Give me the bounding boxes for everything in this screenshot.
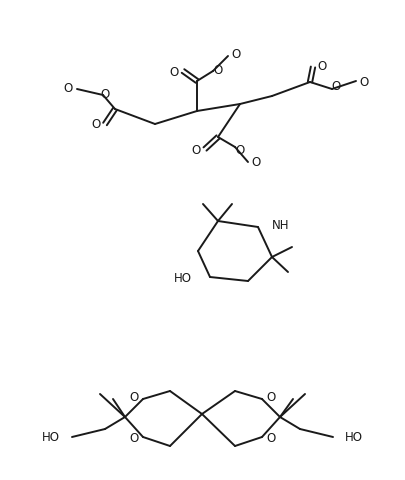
- Text: HO: HO: [174, 271, 192, 284]
- Text: O: O: [192, 143, 200, 156]
- Text: O: O: [252, 155, 261, 168]
- Text: HO: HO: [345, 431, 363, 444]
- Text: O: O: [266, 391, 276, 404]
- Text: O: O: [318, 60, 326, 72]
- Text: O: O: [331, 80, 341, 93]
- Text: O: O: [266, 432, 276, 444]
- Text: O: O: [63, 83, 72, 96]
- Text: O: O: [231, 48, 241, 61]
- Text: O: O: [92, 118, 100, 131]
- Text: O: O: [129, 391, 139, 404]
- Text: O: O: [169, 65, 179, 78]
- Text: NH: NH: [272, 219, 290, 232]
- Text: O: O: [359, 75, 369, 88]
- Text: O: O: [235, 143, 245, 156]
- Text: O: O: [129, 432, 139, 444]
- Text: HO: HO: [42, 431, 60, 444]
- Text: O: O: [100, 87, 110, 100]
- Text: O: O: [213, 63, 223, 76]
